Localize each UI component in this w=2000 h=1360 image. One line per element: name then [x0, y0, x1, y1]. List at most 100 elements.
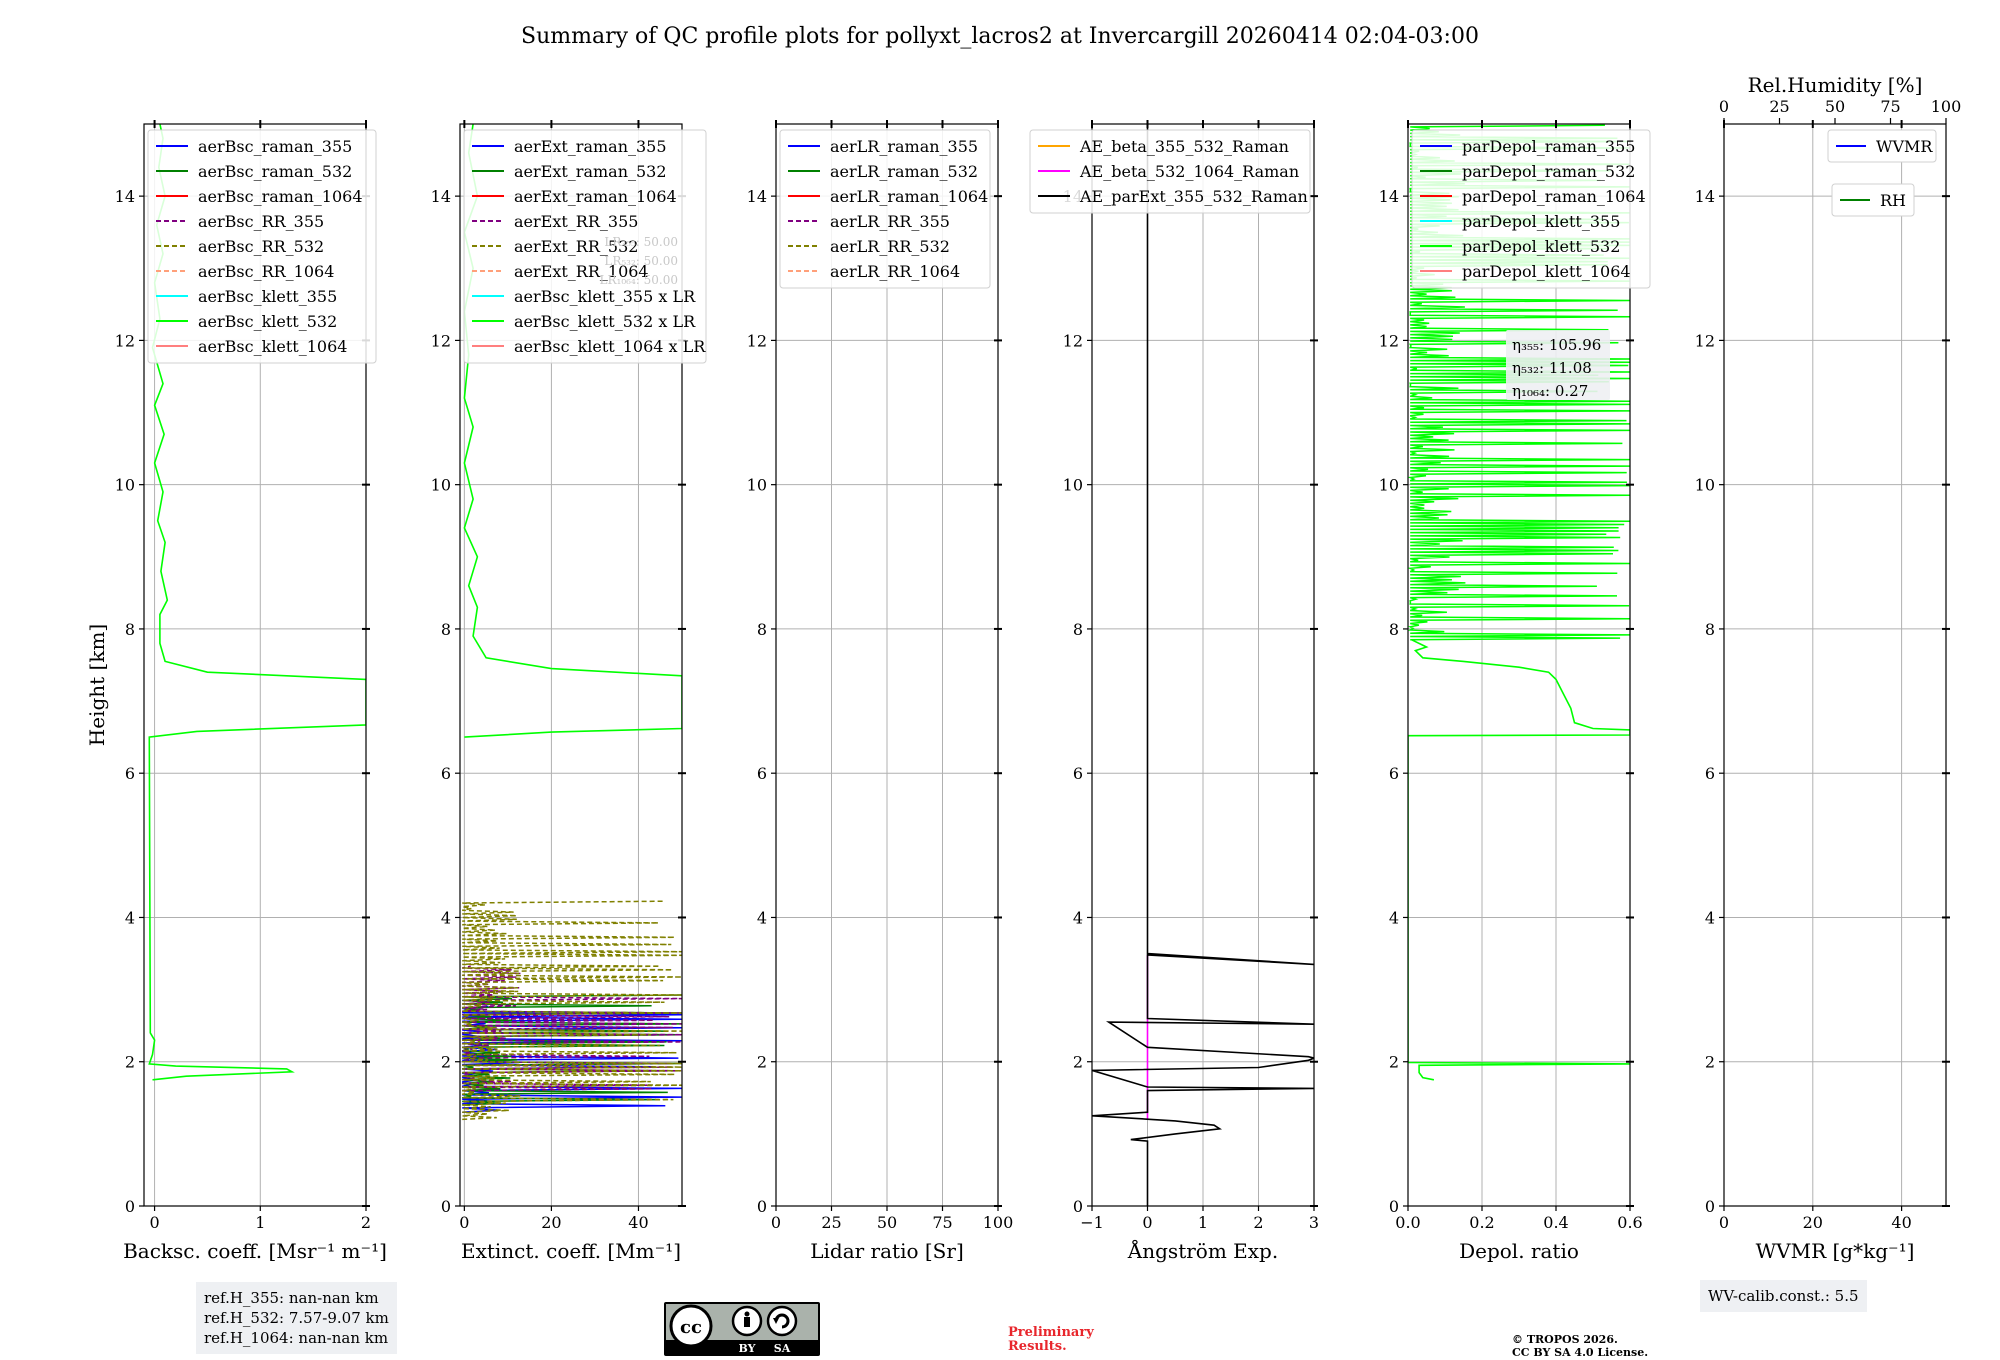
legend-box [1411, 129, 1651, 289]
legend-label: WVMR [1876, 137, 1933, 156]
lr-label: LR₅₃₂: 50.00 [604, 254, 678, 268]
x-tick-label: 100 [983, 1213, 1014, 1232]
x-tick-label: 0 [1142, 1213, 1152, 1232]
y-tick-label: 8 [1073, 620, 1083, 639]
legend-label: parDepol_raman_355 [1462, 137, 1635, 156]
legend-label: RH [1880, 191, 1906, 210]
legend-box [1831, 183, 1915, 217]
legend-label: parDepol_klett_532 [1462, 237, 1620, 256]
eta-box [1506, 330, 1610, 400]
legend-label: aerBsc_klett_532 x LR [514, 312, 696, 331]
x-axis-label: Extinct. coeff. [Mm⁻¹] [461, 1239, 681, 1263]
series-AE_parExt_355_532_Raman [1092, 124, 1314, 1206]
legend-box [779, 129, 991, 289]
x-tick-label: 75 [932, 1213, 952, 1232]
legend-label: parDepol_raman_532 [1462, 162, 1635, 181]
axes-frame [1723, 123, 1947, 1207]
legend-label: parDepol_klett_1064 [1462, 262, 1631, 281]
y-tick-label: 6 [441, 764, 451, 783]
y-tick-label: 2 [1705, 1053, 1715, 1072]
y-tick-label: 0 [441, 1197, 451, 1216]
x-tick-label: 20 [541, 1213, 561, 1232]
legend-label: aerExt_RR_532 [514, 237, 638, 256]
axes-frame [143, 123, 367, 1207]
legend-box [463, 129, 707, 364]
eta-label: η₃₅₅: 105.96 [1512, 336, 1601, 354]
y-tick-label: 4 [441, 908, 451, 927]
y-tick-label: 6 [125, 764, 135, 783]
legend-box [147, 129, 377, 364]
x-tick-label: −1 [1080, 1213, 1104, 1232]
x-tick-label: 40 [1891, 1213, 1911, 1232]
ref-h-532: ref.H_532: 7.57-9.07 km [204, 1309, 389, 1327]
x-tick-label: 0 [459, 1213, 469, 1232]
y-tick-label: 4 [125, 908, 135, 927]
x-axis-label: Lidar ratio [Sr] [810, 1239, 964, 1263]
x-axis-label: Backsc. coeff. [Msr⁻¹ m⁻¹] [123, 1239, 387, 1263]
preliminary-note: Preliminary Results. [1008, 1326, 1094, 1354]
x-tick-label: 0.0 [1395, 1213, 1420, 1232]
x-tick-label: 50 [877, 1213, 897, 1232]
cc-license-badge: cc BY SA [664, 1302, 820, 1356]
legend-label: aerLR_raman_1064 [830, 187, 988, 206]
y-tick-label: 12 [431, 331, 451, 350]
top-x-tick-label: 75 [1880, 97, 1900, 116]
y-tick-label: 2 [1389, 1053, 1399, 1072]
x-tick-label: 20 [1803, 1213, 1823, 1232]
x-tick-label: 0.4 [1543, 1213, 1568, 1232]
legend-label: aerBsc_RR_532 [198, 237, 324, 256]
preliminary-line-2: Results. [1008, 1339, 1067, 1354]
y-tick-label: 14 [1379, 187, 1399, 206]
legend-label: aerExt_RR_355 [514, 212, 638, 231]
y-axis-label: Height [km] [85, 624, 109, 746]
wv-calib-box: WV-calib.const.: 5.5 [1700, 1280, 1867, 1312]
cc-by-label: BY [739, 1342, 756, 1355]
legend-label: aerBsc_klett_355 x LR [514, 287, 696, 306]
eta-label: η₅₃₂: 11.08 [1512, 359, 1592, 377]
y-tick-label: 8 [125, 620, 135, 639]
legend-label: aerLR_RR_1064 [830, 262, 960, 281]
y-tick-label: 14 [431, 187, 451, 206]
legend-label: aerBsc_klett_355 [198, 287, 337, 306]
legend-label: aerBsc_raman_355 [198, 137, 352, 156]
y-tick-label: 2 [125, 1053, 135, 1072]
panel-depol: 0 2 4 6 8 10 12 14 0.0 0.2 0.4 0.6 Depol. ratio parDe… [1379, 120, 1651, 1263]
legend-label: aerBsc_RR_1064 [198, 262, 334, 281]
y-tick-label: 2 [757, 1053, 767, 1072]
legend-label: parDepol_raman_1064 [1462, 187, 1646, 206]
y-tick-label: 12 [1379, 331, 1399, 350]
y-tick-label: 14 [115, 187, 135, 206]
y-tick-label: 10 [1063, 476, 1083, 495]
legend-label: aerLR_RR_355 [830, 212, 950, 231]
x-tick-label: 0.6 [1617, 1213, 1642, 1232]
legend-label: aerBsc_klett_532 [198, 312, 337, 331]
series-aerExt_RR_532 [461, 900, 682, 1121]
x-tick-label: 0 [149, 1213, 159, 1232]
y-tick-label: 14 [1695, 187, 1715, 206]
y-tick-label: 4 [1705, 908, 1715, 927]
y-tick-label: 6 [757, 764, 767, 783]
legend-label: aerLR_raman_532 [830, 162, 978, 181]
legend-box [1827, 129, 1937, 163]
top-axis-label: Rel.Humidity [%] [1748, 73, 1923, 97]
top-x-tick-label: 0 [1719, 97, 1729, 116]
x-tick-label: 1 [1198, 1213, 1208, 1232]
y-tick-label: 6 [1073, 764, 1083, 783]
y-tick-label: 0 [1705, 1197, 1715, 1216]
x-tick-label: 1 [255, 1213, 265, 1232]
x-axis-label: Ångström Exp. [1127, 1238, 1278, 1263]
series-parDepol_klett_532 [1408, 639, 1630, 1081]
cc-icon [669, 1304, 713, 1348]
reference-height-box: ref.H_355: nan-nan km ref.H_532: 7.57-9.… [196, 1282, 397, 1354]
eta-label: η₁₀₆₄: 0.27 [1512, 382, 1588, 400]
copyright-line-1: © TROPOS 2026. [1512, 1333, 1618, 1346]
y-tick-label: 6 [1389, 764, 1399, 783]
legend-label: aerExt_raman_1064 [514, 187, 677, 206]
series-aerExt_RR_355 [462, 965, 682, 1092]
y-tick-label: 8 [441, 620, 451, 639]
y-tick-label: 0 [125, 1197, 135, 1216]
panel-lidar_ratio: 0 2 4 6 8 10 12 14 0 25 50 75 100 Lidar ratio [Sr] aer… [747, 120, 1014, 1263]
top-x-tick-label: 100 [1931, 97, 1962, 116]
figure-title: Summary of QC profile plots for pollyxt_… [521, 24, 1479, 49]
